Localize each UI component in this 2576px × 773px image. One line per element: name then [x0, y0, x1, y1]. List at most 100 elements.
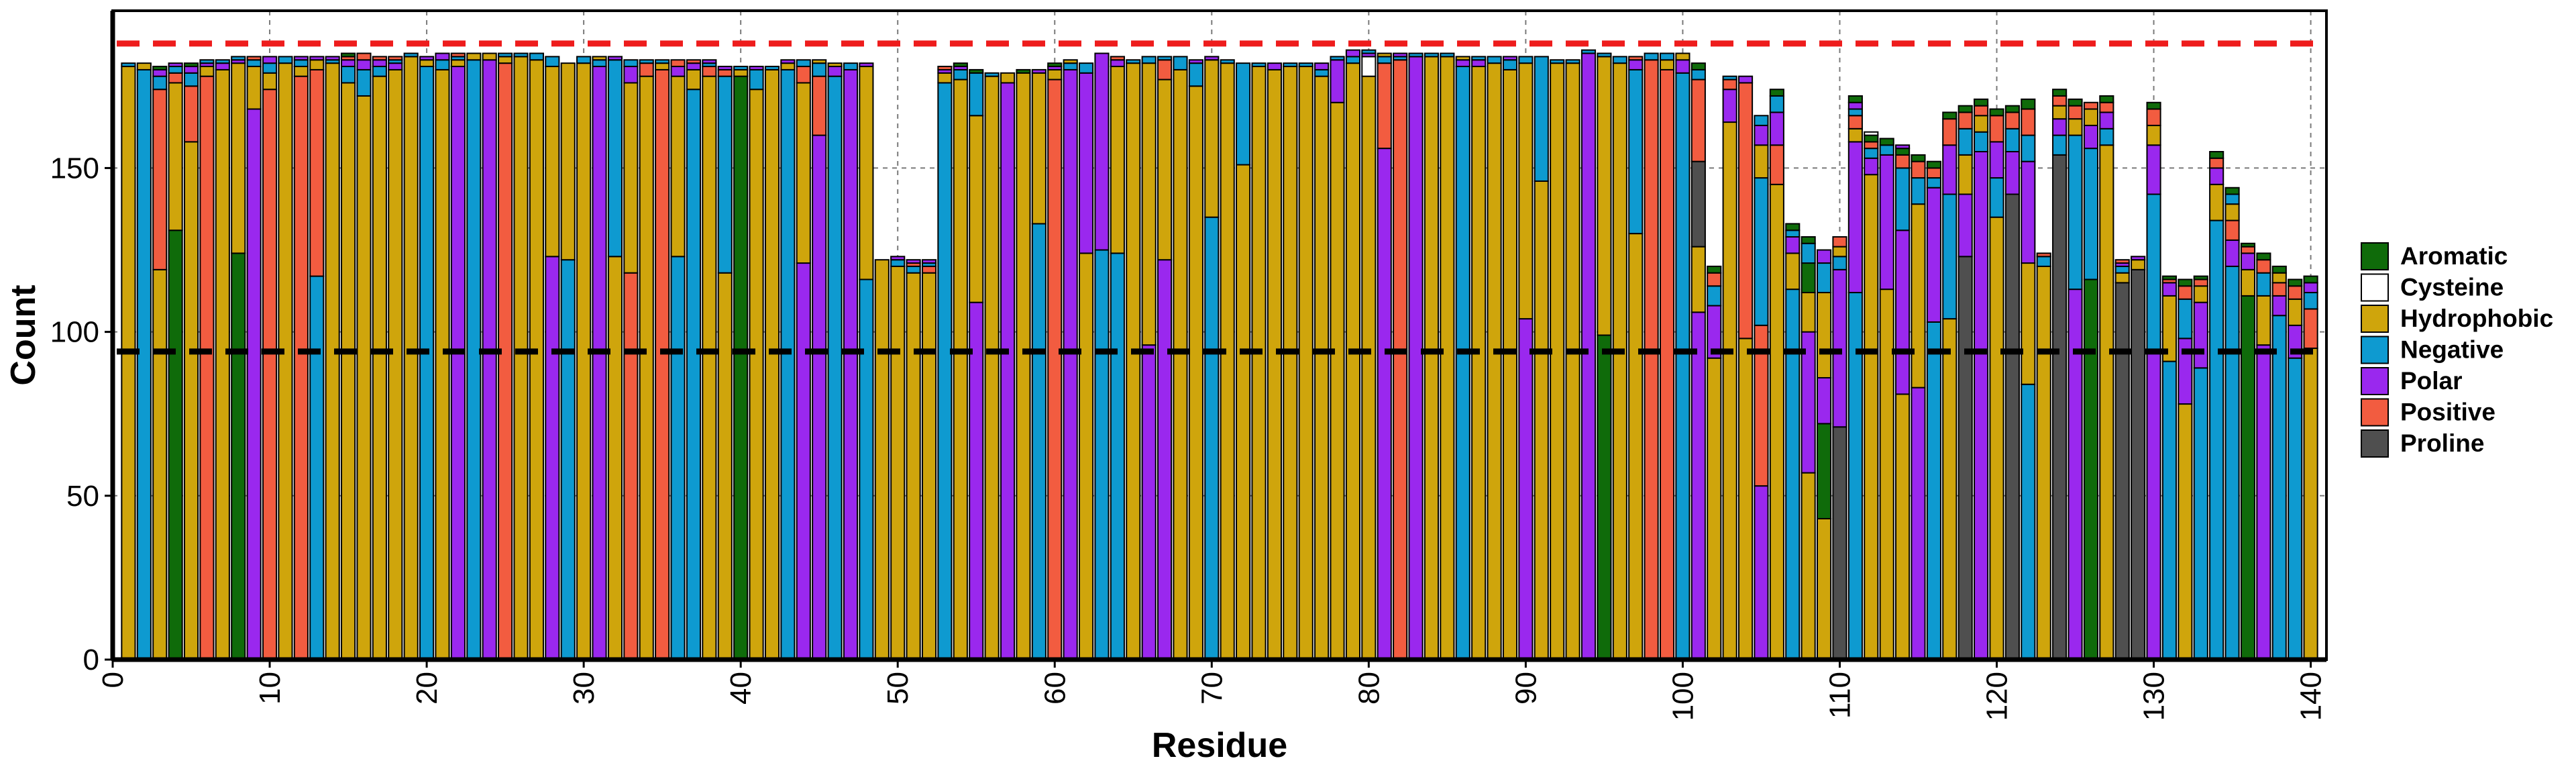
residue-bar-97	[1628, 56, 1644, 660]
bar-segment-hydrophobic	[1110, 66, 1125, 254]
bar-segment-hydrophobic	[2178, 403, 2193, 660]
residue-bar-119	[1974, 98, 1989, 660]
bar-segment-positive	[1110, 56, 1125, 61]
residue-bar-138	[2271, 265, 2287, 660]
bar-segment-polar	[2178, 338, 2193, 405]
bar-segment-hydrophobic	[262, 72, 278, 91]
residue-bar-135	[2224, 187, 2240, 660]
legend-swatch	[2361, 336, 2389, 364]
bar-segment-positive	[1847, 115, 1863, 130]
bar-segment-aromatic	[2004, 105, 2020, 113]
bar-segment-hydrophobic	[984, 75, 1000, 661]
bar-segment-negative	[136, 68, 152, 660]
bar-segment-hydrophobic	[780, 62, 796, 70]
bar-segment-hydrophobic	[1157, 79, 1173, 261]
bar-segment-positive	[309, 68, 325, 277]
bar-segment-hydrophobic	[2068, 118, 2083, 136]
bar-segment-negative	[1754, 177, 1769, 326]
bar-segment-negative	[1094, 249, 1110, 660]
bar-segment-aromatic	[168, 229, 183, 660]
bar-segment-positive	[937, 66, 953, 70]
bar-segment-aromatic	[2224, 187, 2240, 195]
bar-segment-aromatic	[953, 62, 968, 68]
bar-segment-positive	[2193, 278, 2208, 287]
bar-segment-hydrophobic	[1989, 216, 2004, 660]
bar-segment-hydrophobic	[874, 259, 890, 661]
bar-segment-hydrophobic	[921, 272, 937, 660]
bar-segment-hydrophobic	[2209, 183, 2224, 221]
bar-segment-positive	[372, 56, 387, 61]
bar-segment-positive	[812, 75, 827, 136]
bar-segment-hydrophobic	[1502, 68, 1518, 660]
residue-bar-78	[1330, 56, 1345, 660]
residue-bar-28	[545, 56, 560, 660]
bar-segment-polar	[325, 56, 340, 61]
residue-bar-17	[372, 56, 387, 661]
residue-bar-101	[1690, 62, 1706, 661]
bar-segment-positive	[1659, 68, 1675, 660]
bar-segment-negative	[639, 59, 654, 64]
bar-segment-negative	[984, 72, 1000, 77]
bar-segment-negative	[623, 59, 639, 68]
bar-segment-negative	[686, 89, 702, 661]
bar-segment-hydrophobic	[686, 68, 702, 91]
bar-segment-negative	[1204, 216, 1220, 660]
bar-segment-hydrophobic	[293, 66, 309, 77]
bar-segment-negative	[607, 59, 623, 258]
bar-segment-hydrophobic	[1314, 75, 1330, 661]
bar-segment-polar	[1393, 52, 1408, 58]
bar-segment-positive	[246, 56, 262, 61]
bar-segment-negative	[1926, 321, 1941, 660]
residue-bar-38	[702, 59, 717, 661]
residue-bar-55	[969, 68, 984, 660]
bar-segment-polar	[2161, 282, 2178, 297]
bar-segment-hydrophobic	[702, 75, 717, 661]
bar-segment-aromatic	[2083, 278, 2098, 661]
bar-segment-hydrophobic	[749, 89, 764, 661]
bar-segment-negative	[372, 66, 387, 77]
residue-bar-67	[1157, 56, 1173, 661]
bar-segment-aromatic	[2271, 265, 2287, 274]
bar-segment-negative	[1690, 68, 1706, 81]
bar-segment-hydrophobic	[969, 115, 984, 303]
bar-segment-negative	[1236, 62, 1251, 166]
bar-segment-negative	[1157, 56, 1173, 61]
residue-bar-108	[1801, 236, 1816, 660]
bar-segment-hydrophobic	[513, 56, 529, 661]
bar-segment-polar	[2224, 239, 2240, 267]
bar-segment-negative	[1173, 56, 1188, 70]
bar-segment-hydrophobic	[1220, 62, 1235, 660]
bar-segment-positive	[2209, 157, 2224, 169]
residue-bar-20	[419, 56, 435, 660]
bar-segment-negative	[1126, 59, 1141, 64]
bar-segment-negative	[1942, 193, 1957, 320]
bar-segment-polar	[906, 259, 921, 264]
bar-segment-negative	[2036, 256, 2051, 267]
residue-bar-34	[639, 59, 654, 661]
residue-bar-98	[1644, 52, 1659, 661]
bar-segment-polar	[780, 59, 796, 64]
bar-segment-hydrophobic	[309, 59, 325, 70]
residue-bar-109	[1817, 249, 1832, 660]
reference-lines	[117, 40, 2322, 355]
bar-segment-hydrophobic	[1251, 66, 1267, 660]
bar-segment-hydrophobic	[1267, 68, 1282, 660]
y-tick-label: 0	[83, 643, 99, 676]
bar-segment-aromatic	[1801, 262, 1816, 294]
bar-segment-polar	[152, 68, 168, 77]
x-tick-label: 110	[1823, 672, 1856, 719]
bar-segment-proline	[2114, 282, 2130, 660]
legend-label: Cysteine	[2400, 274, 2504, 301]
bar-segment-aromatic	[1957, 105, 1973, 113]
bar-segment-aromatic	[2240, 242, 2256, 248]
bar-segment-negative	[341, 66, 356, 84]
bar-segment-aromatic	[2303, 275, 2318, 284]
bar-segment-positive	[1769, 144, 1784, 185]
residue-bar-31	[592, 56, 607, 660]
bar-segment-negative	[1769, 95, 1784, 113]
residue-bar-46	[827, 62, 843, 661]
bar-segment-aromatic	[1785, 223, 1801, 231]
residue-bar-100	[1675, 52, 1690, 661]
bar-segment-negative	[717, 75, 733, 274]
bar-segment-negative	[1220, 59, 1235, 64]
